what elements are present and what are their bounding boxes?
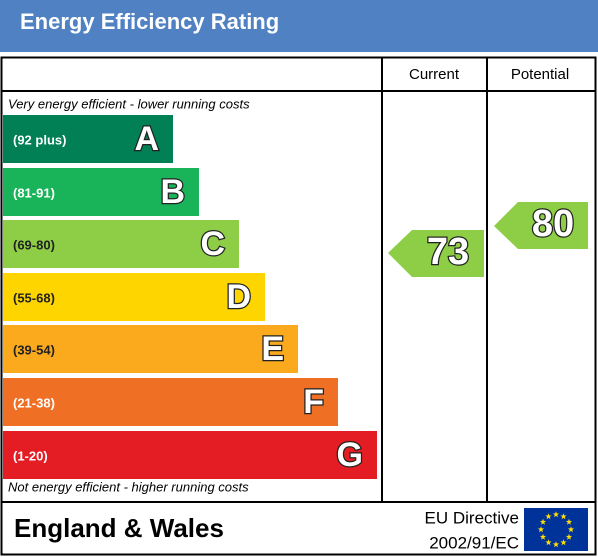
current-rating: 73 — [427, 231, 469, 273]
eu-star — [560, 539, 567, 546]
band-range: (21-38) — [13, 395, 55, 410]
band — [3, 168, 199, 216]
band — [3, 431, 377, 479]
directive: EU Directive — [425, 508, 519, 527]
band — [3, 273, 265, 321]
band-range: (39-54) — [13, 342, 55, 357]
eu-star — [552, 541, 560, 548]
potential-rating: 80 — [532, 203, 574, 245]
bands: (92 plus) A (81-91) B (69-80) C (55-68) D (39-54… — [3, 115, 377, 479]
current-arrow — [388, 230, 484, 277]
band-letter: D — [226, 278, 251, 316]
eu-star — [567, 526, 575, 533]
band — [3, 325, 298, 373]
band-range: (69-80) — [13, 237, 55, 252]
band-letter: G — [337, 436, 363, 474]
header-bar — [0, 0, 598, 52]
band-range: (55-68) — [13, 290, 55, 305]
band-range: (81-91) — [13, 185, 55, 200]
title: Energy Efficiency Rating — [20, 9, 279, 34]
top-note: Very energy efficient - lower running co… — [8, 96, 250, 111]
region: England & Wales — [14, 513, 224, 543]
eu-star — [539, 518, 547, 525]
band-letter: F — [303, 383, 324, 421]
band-range: (1-20) — [13, 448, 48, 463]
eu-star — [537, 526, 545, 533]
directive: 2002/91/EC — [429, 533, 519, 552]
band — [3, 220, 239, 268]
eu-star — [539, 533, 547, 540]
band — [3, 115, 173, 163]
eu-star — [545, 513, 552, 520]
band-letter: E — [261, 330, 284, 368]
frame — [0, 56, 597, 556]
potential-arrow — [494, 202, 588, 249]
eu-stars — [537, 511, 575, 548]
band-letter: B — [160, 173, 185, 211]
eu-star — [545, 539, 552, 546]
band-letter: C — [200, 225, 225, 263]
column-header: Current — [409, 66, 460, 83]
eu-star — [565, 518, 573, 525]
band — [3, 378, 338, 426]
eu-star — [560, 513, 567, 520]
eu-star — [565, 533, 573, 540]
band-letter: A — [134, 120, 159, 158]
bottom-note: Not energy efficient - higher running co… — [8, 479, 249, 494]
eu-star — [552, 511, 560, 518]
band-range: (92 plus) — [13, 132, 66, 147]
column-header: Potential — [511, 66, 569, 83]
